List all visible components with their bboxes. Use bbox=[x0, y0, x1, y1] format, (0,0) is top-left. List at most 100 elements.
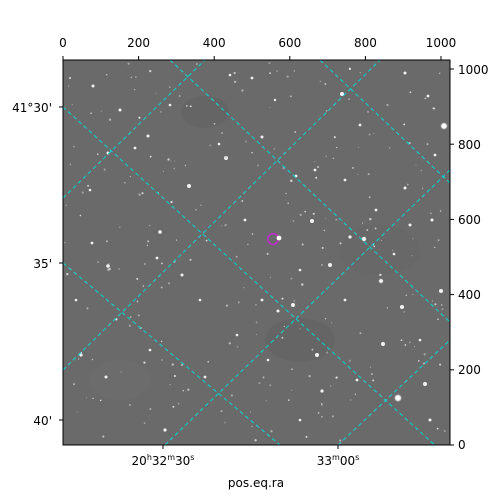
left-tick-41-30: 41°30' bbox=[12, 101, 52, 115]
star bbox=[433, 153, 437, 157]
faint-star bbox=[405, 294, 407, 296]
faint-star bbox=[386, 103, 389, 107]
star bbox=[203, 375, 207, 379]
grid-line bbox=[319, 60, 450, 184]
faint-star bbox=[434, 303, 437, 306]
faint-star bbox=[76, 411, 78, 413]
faint-star bbox=[142, 285, 145, 287]
wcs-grid bbox=[63, 60, 450, 445]
faint-star bbox=[406, 183, 409, 186]
faint-star bbox=[135, 76, 137, 78]
faint-star bbox=[128, 324, 132, 327]
faint-star bbox=[79, 214, 82, 217]
star bbox=[343, 178, 347, 182]
star bbox=[430, 218, 434, 222]
faint-star bbox=[285, 192, 287, 195]
faint-star bbox=[118, 226, 121, 229]
faint-star bbox=[141, 192, 144, 195]
right-tick-400: 400 bbox=[458, 288, 481, 302]
faint-star bbox=[237, 301, 240, 304]
faint-star bbox=[160, 262, 163, 265]
faint-star bbox=[97, 261, 99, 263]
faint-star bbox=[90, 112, 92, 114]
faint-star bbox=[127, 62, 130, 65]
faint-star bbox=[426, 143, 429, 146]
faint-star bbox=[167, 158, 170, 161]
target-marker bbox=[267, 232, 282, 246]
faint-star bbox=[230, 394, 233, 397]
faint-star bbox=[233, 80, 237, 84]
faint-star bbox=[233, 71, 236, 75]
faint-star bbox=[129, 175, 131, 177]
star bbox=[423, 382, 427, 386]
faint-star bbox=[290, 179, 293, 182]
star bbox=[394, 394, 402, 402]
star bbox=[168, 103, 172, 107]
star bbox=[291, 303, 295, 307]
faint-star bbox=[138, 116, 141, 119]
faint-star bbox=[308, 374, 311, 378]
faint-star bbox=[220, 225, 223, 227]
faint-star bbox=[373, 132, 375, 134]
faint-star bbox=[281, 297, 284, 300]
star bbox=[79, 353, 83, 357]
faint-star bbox=[330, 322, 333, 324]
faint-star bbox=[149, 155, 152, 158]
faint-star bbox=[129, 404, 131, 406]
faint-star bbox=[368, 133, 371, 136]
faint-star bbox=[290, 277, 293, 280]
star bbox=[228, 73, 232, 77]
faint-star bbox=[359, 332, 362, 335]
faint-star bbox=[182, 390, 184, 392]
faint-star bbox=[423, 353, 426, 356]
faint-star bbox=[251, 425, 253, 428]
faint-star bbox=[389, 147, 391, 149]
faint-star bbox=[169, 384, 171, 386]
faint-star bbox=[357, 173, 359, 175]
faint-star bbox=[68, 85, 70, 87]
star bbox=[158, 230, 162, 234]
grid-line bbox=[63, 262, 281, 445]
faint-star bbox=[86, 307, 89, 310]
faint-star bbox=[349, 399, 352, 401]
faint-star bbox=[362, 222, 364, 224]
faint-star bbox=[367, 173, 370, 176]
faint-star bbox=[258, 382, 261, 385]
faint-star bbox=[437, 318, 439, 321]
faint-star bbox=[200, 204, 202, 206]
faint-star bbox=[177, 402, 180, 405]
faint-star bbox=[305, 435, 308, 438]
faint-star bbox=[85, 397, 88, 399]
faint-star bbox=[424, 97, 427, 100]
faint-star bbox=[228, 342, 231, 345]
star bbox=[320, 389, 324, 393]
star bbox=[146, 134, 150, 138]
faint-star bbox=[69, 163, 72, 166]
faint-star bbox=[178, 95, 181, 97]
faint-star bbox=[155, 92, 157, 94]
faint-star bbox=[330, 385, 332, 387]
faint-star bbox=[323, 229, 326, 232]
faint-star bbox=[432, 107, 435, 110]
top-tick-0: 0 bbox=[59, 36, 67, 50]
faint-star bbox=[335, 219, 337, 221]
star bbox=[187, 184, 191, 188]
faint-star bbox=[268, 62, 271, 65]
faint-star bbox=[293, 70, 296, 72]
faint-star bbox=[108, 263, 110, 265]
faint-star bbox=[332, 157, 335, 160]
faint-star bbox=[335, 376, 338, 379]
faint-star bbox=[78, 358, 80, 360]
faint-star bbox=[415, 164, 417, 166]
faint-star bbox=[226, 223, 228, 226]
star bbox=[235, 333, 239, 337]
faint-star bbox=[348, 98, 351, 101]
faint-star bbox=[367, 111, 369, 113]
faint-star bbox=[221, 132, 223, 134]
right-tick-200: 200 bbox=[458, 363, 481, 377]
plot-frame bbox=[62, 59, 451, 446]
faint-star bbox=[107, 268, 110, 271]
faint-star bbox=[168, 282, 170, 285]
sky-image bbox=[63, 60, 450, 445]
